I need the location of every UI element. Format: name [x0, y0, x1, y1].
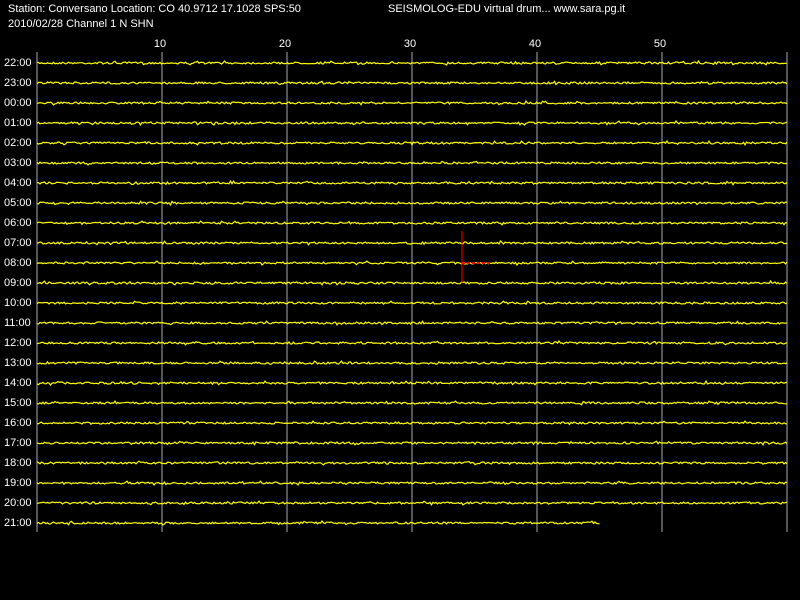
row-label: 15:00 [4, 397, 32, 409]
seismic-trace [36, 339, 788, 346]
program-info: SEISMOLOG-EDU virtual drum... www.sara.p… [388, 3, 625, 15]
row-label: 12:00 [4, 337, 32, 349]
seismic-trace [36, 399, 788, 406]
row-label: 17:00 [4, 437, 32, 449]
x-tick-label: 30 [404, 38, 416, 50]
row-label: 20:00 [4, 497, 32, 509]
seismic-trace [36, 320, 788, 326]
seismic-trace [36, 59, 788, 66]
row-label: 00:00 [4, 97, 32, 109]
seismic-trace [36, 379, 788, 386]
x-tick-label: 10 [154, 38, 166, 50]
row-label: 06:00 [4, 217, 32, 229]
seismic-trace [36, 220, 788, 226]
seismic-trace [36, 240, 788, 246]
seismic-trace [37, 500, 788, 506]
date-channel: 2010/02/28 Channel 1 N SHN [8, 18, 154, 30]
seismic-trace [36, 440, 788, 446]
seismic-trace [36, 300, 788, 306]
x-tick-label: 50 [654, 38, 666, 50]
seismic-trace [36, 100, 788, 106]
row-label: 23:00 [4, 77, 32, 89]
row-label: 14:00 [4, 377, 32, 389]
seismic-trace [36, 460, 788, 466]
seismic-trace [36, 260, 788, 267]
row-label: 05:00 [4, 197, 32, 209]
row-label: 19:00 [4, 477, 32, 489]
seismic-trace [36, 200, 788, 207]
row-label: 04:00 [4, 177, 32, 189]
row-label: 08:00 [4, 257, 32, 269]
seismic-trace [36, 420, 787, 426]
row-label: 09:00 [4, 277, 32, 289]
row-label: 10:00 [4, 297, 32, 309]
x-tick-label: 40 [529, 38, 541, 50]
row-label: 13:00 [4, 357, 32, 369]
seismic-trace [36, 360, 788, 366]
row-label: 21:00 [4, 517, 32, 529]
row-label: 02:00 [4, 137, 32, 149]
seismic-trace [36, 139, 788, 146]
x-tick-label: 20 [279, 38, 291, 50]
station-info: Station: Conversano Location: CO 40.9712… [8, 3, 301, 15]
row-label: 01:00 [4, 117, 32, 129]
seismic-trace [36, 120, 788, 127]
seismic-trace [36, 519, 600, 526]
seismic-trace [36, 160, 788, 166]
row-label: 11:00 [4, 317, 31, 329]
seismic-trace [36, 480, 788, 487]
row-label: 07:00 [4, 237, 32, 249]
row-label: 22:00 [4, 57, 32, 69]
row-label: 16:00 [4, 417, 32, 429]
row-label: 03:00 [4, 157, 32, 169]
seismic-trace [36, 179, 788, 186]
seismic-trace [37, 279, 788, 286]
seismic-trace [36, 80, 788, 86]
row-label: 18:00 [4, 457, 32, 469]
